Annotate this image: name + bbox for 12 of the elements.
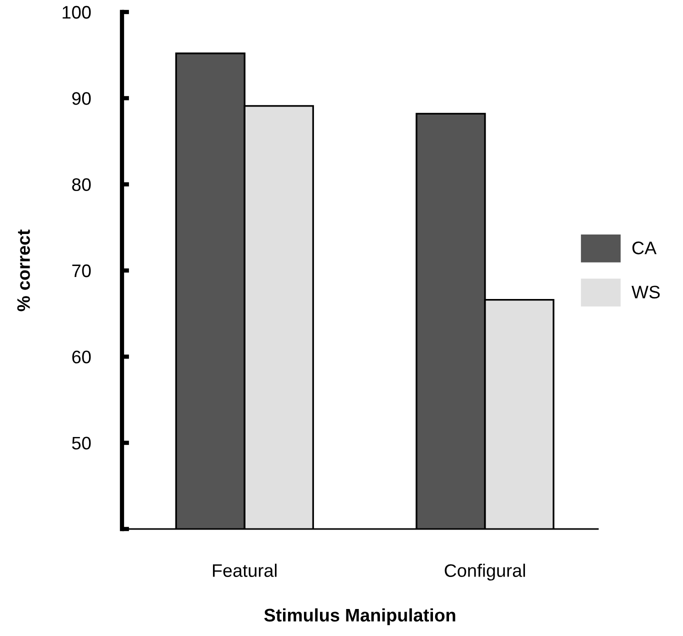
y-tick-label: 80 xyxy=(72,178,91,192)
y-tick-label: 70 xyxy=(72,264,91,278)
x-tick-label: Configural xyxy=(444,564,525,581)
legend-label: CA xyxy=(632,242,657,254)
x-axis-title: Stimulus Manipulation xyxy=(264,608,456,626)
y-tick-label: 50 xyxy=(72,436,91,450)
y-tick-label: 60 xyxy=(72,350,91,364)
y-axis-title: % correct xyxy=(17,230,30,312)
legend-label: WS xyxy=(632,286,660,298)
x-tick-label: Featural xyxy=(212,564,277,577)
y-tick-label: 100 xyxy=(62,6,91,19)
y-tick-label: 90 xyxy=(72,92,91,105)
